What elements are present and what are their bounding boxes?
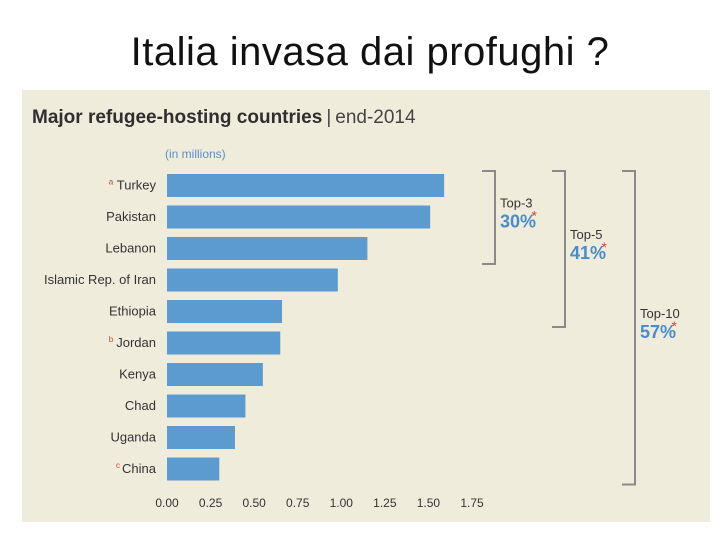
chart-subtitle: end-2014 bbox=[335, 107, 416, 128]
group-bracket bbox=[482, 170, 496, 265]
group-bracket bbox=[552, 170, 566, 328]
x-tick-label: 1.50 bbox=[417, 496, 441, 510]
bar-8 bbox=[167, 394, 246, 418]
bar-7 bbox=[167, 363, 263, 386]
category-label: Chad bbox=[125, 398, 156, 413]
chart-title-line: Major refugee-hosting countries | end-2014 bbox=[32, 107, 416, 129]
category-label: Pakistan bbox=[106, 209, 156, 224]
footnote-marker: c bbox=[116, 461, 120, 470]
bar-9 bbox=[167, 426, 235, 449]
bar-10 bbox=[167, 457, 220, 481]
unit-label: (in millions) bbox=[165, 147, 226, 161]
group-star: * bbox=[602, 239, 608, 255]
x-tick-label: 1.00 bbox=[330, 496, 354, 510]
category-label: Uganda bbox=[110, 430, 156, 445]
footnote-marker: b bbox=[109, 335, 114, 344]
category-label: Lebanon bbox=[105, 241, 156, 256]
category-label: China bbox=[122, 461, 157, 476]
bar-3 bbox=[167, 237, 368, 260]
category-label: Kenya bbox=[119, 367, 157, 382]
x-tick-label: 0.00 bbox=[155, 496, 179, 510]
bar-6 bbox=[167, 331, 281, 355]
group-label: Top-5 bbox=[570, 227, 603, 242]
x-tick-label: 0.25 bbox=[199, 496, 223, 510]
category-label: Jordan bbox=[116, 335, 156, 350]
group-star: * bbox=[532, 208, 538, 224]
slide-title: Italia invasa dai profughi ? bbox=[130, 30, 610, 74]
bar-4 bbox=[167, 268, 338, 292]
chart-title: Major refugee-hosting countries bbox=[32, 107, 323, 128]
group-share: 30% bbox=[500, 212, 536, 232]
x-tick-label: 0.75 bbox=[286, 496, 310, 510]
category-label: Turkey bbox=[117, 178, 157, 193]
bar-5 bbox=[167, 300, 283, 323]
group-label: Top-3 bbox=[500, 196, 533, 211]
group-label: Top-10 bbox=[640, 306, 680, 321]
category-label: Ethiopia bbox=[109, 304, 157, 319]
bar-2 bbox=[167, 205, 431, 229]
title-separator: | bbox=[326, 107, 332, 128]
chart-panel: Major refugee-hosting countries | end-2014… bbox=[22, 90, 710, 522]
group-bracket bbox=[622, 170, 636, 486]
bar-1 bbox=[167, 174, 445, 197]
group-share: 57% bbox=[640, 322, 676, 342]
x-tick-label: 1.75 bbox=[460, 496, 484, 510]
group-share: 41% bbox=[570, 243, 606, 263]
x-tick-label: 1.25 bbox=[373, 496, 397, 510]
category-label: Islamic Rep. of Iran bbox=[44, 272, 156, 287]
x-tick-label: 0.50 bbox=[242, 496, 266, 510]
footnote-marker: a bbox=[109, 178, 114, 187]
group-star: * bbox=[672, 318, 678, 334]
